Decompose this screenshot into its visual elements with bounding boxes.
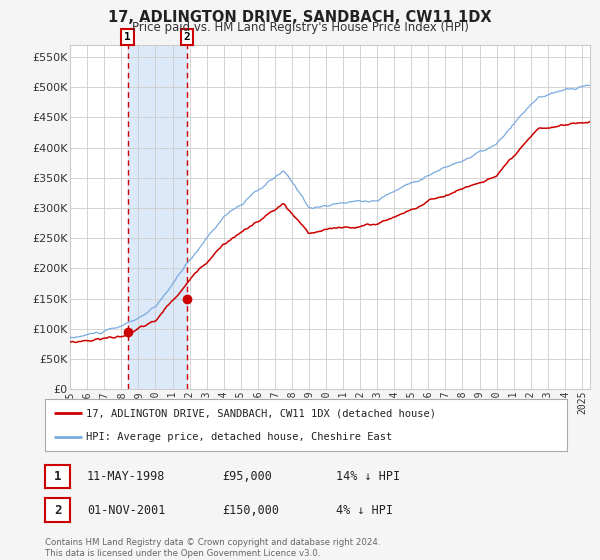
Text: 17, ADLINGTON DRIVE, SANDBACH, CW11 1DX (detached house): 17, ADLINGTON DRIVE, SANDBACH, CW11 1DX …: [86, 408, 436, 418]
Text: £95,000: £95,000: [222, 470, 272, 483]
Text: 2: 2: [184, 32, 190, 42]
Bar: [128, 45, 187, 389]
Text: 17, ADLINGTON DRIVE, SANDBACH, CW11 1DX: 17, ADLINGTON DRIVE, SANDBACH, CW11 1DX: [108, 10, 492, 25]
Text: 11-MAY-1998: 11-MAY-1998: [87, 470, 166, 483]
Text: HPI: Average price, detached house, Cheshire East: HPI: Average price, detached house, Ches…: [86, 432, 392, 442]
Text: Price paid vs. HM Land Registry's House Price Index (HPI): Price paid vs. HM Land Registry's House …: [131, 21, 469, 34]
Text: 4% ↓ HPI: 4% ↓ HPI: [336, 503, 393, 517]
Text: 1: 1: [124, 32, 131, 42]
Text: 14% ↓ HPI: 14% ↓ HPI: [336, 470, 400, 483]
Text: £150,000: £150,000: [222, 503, 279, 517]
Text: Contains HM Land Registry data © Crown copyright and database right 2024.
This d: Contains HM Land Registry data © Crown c…: [45, 538, 380, 558]
Text: 2: 2: [54, 503, 61, 517]
Text: 01-NOV-2001: 01-NOV-2001: [87, 503, 166, 517]
Text: 1: 1: [54, 470, 61, 483]
